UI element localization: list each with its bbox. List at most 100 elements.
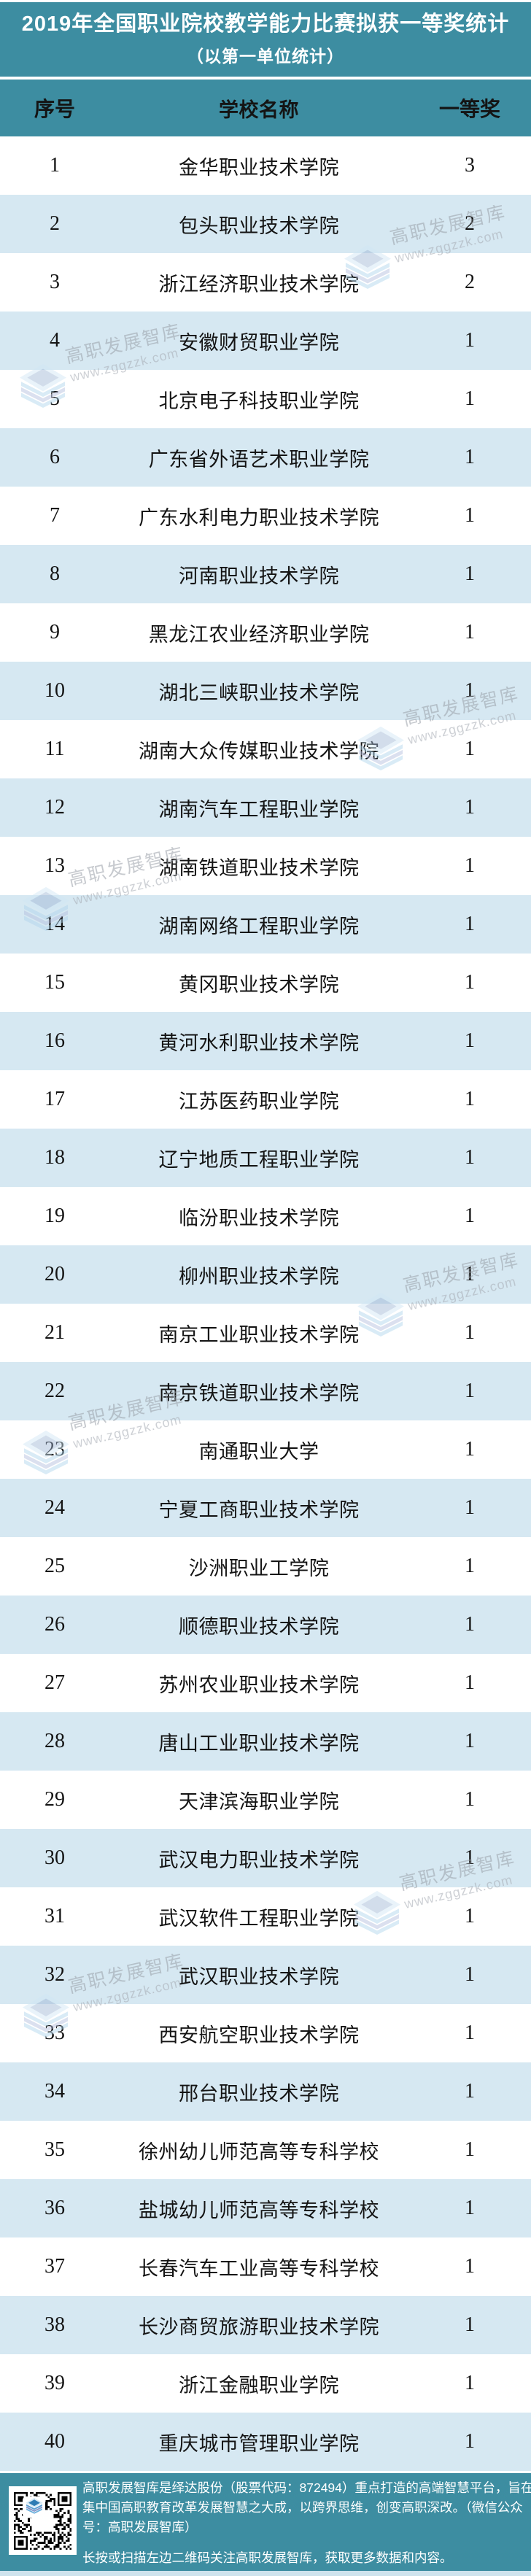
footer-about-line: 集中国高职教育改革发展智慧之大成，以跨界思维，创变高职深改。（微信公众 <box>82 2500 523 2515</box>
cell-no: 22 <box>44 1380 65 1402</box>
cell-award: 1 <box>465 854 475 877</box>
cell-no: 31 <box>44 1905 65 1927</box>
cell-award: 1 <box>465 738 475 760</box>
table-row: 29 天津滨海职业学院 1 <box>0 1771 531 1829</box>
cell-school: 临汾职业技术学院 <box>179 1207 339 1229</box>
cell-award: 1 <box>465 504 475 527</box>
table-row: 6 广东省外语艺术职业学院 1 <box>0 428 531 487</box>
cell-award: 1 <box>465 2372 475 2394</box>
cell-no: 26 <box>44 1613 65 1636</box>
cell-award: 1 <box>465 329 475 352</box>
cell-award: 1 <box>465 1263 475 1285</box>
cell-award: 1 <box>465 562 475 585</box>
table-row: 18 辽宁地质工程职业学院 1 <box>0 1129 531 1187</box>
cell-award: 1 <box>465 1380 475 1402</box>
cell-no: 6 <box>50 446 60 468</box>
cell-award: 1 <box>465 2080 475 2103</box>
cell-award: 1 <box>465 387 475 410</box>
column-header: 序号 学校名称 一等奖 <box>0 80 531 136</box>
cell-school: 浙江经济职业技术学院 <box>158 273 360 295</box>
cell-school: 黑龙江农业经济职业学院 <box>148 623 370 646</box>
cell-no: 25 <box>44 1555 65 1577</box>
cell-no: 32 <box>44 1963 65 1986</box>
cell-school: 南京铁道职业技术学院 <box>158 1382 360 1404</box>
cell-school: 黄河水利职业技术学院 <box>158 1032 360 1054</box>
cell-no: 39 <box>44 2372 65 2394</box>
footer: 高职发展智库是绎达股份（股票代码：872494）重点打造的高端智慧平台，旨在 集… <box>0 2473 531 2571</box>
cell-school: 湖南汽车工程职业学院 <box>158 798 360 821</box>
cell-no: 14 <box>44 913 65 935</box>
cell-school: 江苏医药职业学院 <box>179 1090 339 1113</box>
cell-school: 黄冈职业技术学院 <box>179 973 339 996</box>
cell-school: 北京电子科技职业学院 <box>158 390 360 412</box>
table-row: 1 金华职业技术学院 3 <box>0 136 531 195</box>
table-row: 35 徐州幼儿师范高等专科学校 1 <box>0 2121 531 2179</box>
table-row: 12 湖南汽车工程职业学院 1 <box>0 778 531 837</box>
cell-no: 2 <box>50 212 60 235</box>
table-row: 32 武汉职业技术学院 1 <box>0 1946 531 2004</box>
table-row: 19 临汾职业技术学院 1 <box>0 1187 531 1245</box>
table-row: 24 宁夏工商职业技术学院 1 <box>0 1479 531 1537</box>
cell-no: 20 <box>44 1263 65 1285</box>
cell-no: 34 <box>44 2080 65 2103</box>
cell-no: 24 <box>44 1496 65 1519</box>
cell-school: 湖北三峡职业技术学院 <box>158 681 360 704</box>
cell-no: 38 <box>44 2313 65 2336</box>
page-title: 2019年全国职业院校教学能力比赛拟获一等奖统计 <box>21 12 510 36</box>
table-row: 4 安徽财贸职业学院 1 <box>0 312 531 370</box>
footer-note: 长按或扫描左边二维码关注高职发展智库，获取更多数据和内容。 <box>82 2550 453 2565</box>
table-row: 21 南京工业职业技术学院 1 <box>0 1304 531 1362</box>
cell-award: 1 <box>465 971 475 994</box>
table-row: 5 北京电子科技职业学院 1 <box>0 370 531 428</box>
cell-school: 包头职业技术学院 <box>179 214 339 237</box>
cell-no: 16 <box>44 1029 65 1052</box>
cell-school: 武汉电力职业技术学院 <box>158 1849 360 1871</box>
cell-school: 湖南网络工程职业学院 <box>158 915 360 937</box>
cell-school: 天津滨海职业学院 <box>179 1790 339 1813</box>
table-row: 33 西安航空职业技术学院 1 <box>0 2004 531 2062</box>
table-row: 22 南京铁道职业技术学院 1 <box>0 1362 531 1420</box>
cell-award: 1 <box>465 1905 475 1927</box>
cell-award: 1 <box>465 1496 475 1519</box>
table-body: 1 金华职业技术学院 3 2 包头职业技术学院 2 3 浙江经济职业技术学院 2 4 安徽财贸职业学… <box>0 136 531 2471</box>
table-row: 30 武汉电力职业技术学院 1 <box>0 1829 531 1887</box>
table-row: 31 武汉软件工程职业学院 1 <box>0 1887 531 1946</box>
cell-no: 13 <box>44 854 65 877</box>
cell-school: 沙洲职业工学院 <box>188 1557 330 1579</box>
table-row: 8 河南职业技术学院 1 <box>0 545 531 603</box>
cell-no: 5 <box>50 387 60 410</box>
cell-award: 1 <box>465 1029 475 1052</box>
cell-school: 广东省外语艺术职业学院 <box>148 448 370 471</box>
table-row: 20 柳州职业技术学院 1 <box>0 1245 531 1304</box>
cell-no: 36 <box>44 2197 65 2219</box>
cell-school: 河南职业技术学院 <box>179 565 339 587</box>
cell-no: 1 <box>50 154 60 177</box>
cell-school: 唐山工业职业技术学院 <box>158 1732 360 1755</box>
cell-school: 西安航空职业技术学院 <box>158 2024 360 2046</box>
bottom-strip <box>0 2571 531 2576</box>
table-row: 38 长沙商贸旅游职业技术学院 1 <box>0 2296 531 2354</box>
cell-no: 30 <box>44 1846 65 1869</box>
cell-award: 3 <box>465 154 475 177</box>
cell-school: 武汉软件工程职业学院 <box>158 1907 360 1930</box>
cell-school: 南通职业大学 <box>198 1440 319 1463</box>
table-row: 15 黄冈职业技术学院 1 <box>0 954 531 1012</box>
cell-award: 2 <box>465 271 475 293</box>
cell-award: 1 <box>465 679 475 702</box>
cell-award: 1 <box>465 1788 475 1811</box>
table-row: 27 苏州农业职业技术学院 1 <box>0 1654 531 1712</box>
cell-school: 盐城幼儿师范高等专科学校 <box>139 2199 379 2221</box>
table-row: 10 湖北三峡职业技术学院 1 <box>0 662 531 720</box>
cell-no: 4 <box>50 329 60 352</box>
cell-school: 湖南大众传媒职业技术学院 <box>139 740 379 762</box>
cell-award: 1 <box>465 1963 475 1986</box>
cell-no: 7 <box>50 504 60 527</box>
cell-school: 柳州职业技术学院 <box>179 1265 339 1288</box>
cell-school: 苏州农业职业技术学院 <box>158 1674 360 1696</box>
cell-no: 40 <box>44 2430 65 2453</box>
column-header-serial: 序号 <box>34 98 75 121</box>
cell-award: 1 <box>465 2313 475 2336</box>
table-row: 2 包头职业技术学院 2 <box>0 195 531 253</box>
cell-award: 1 <box>465 446 475 468</box>
